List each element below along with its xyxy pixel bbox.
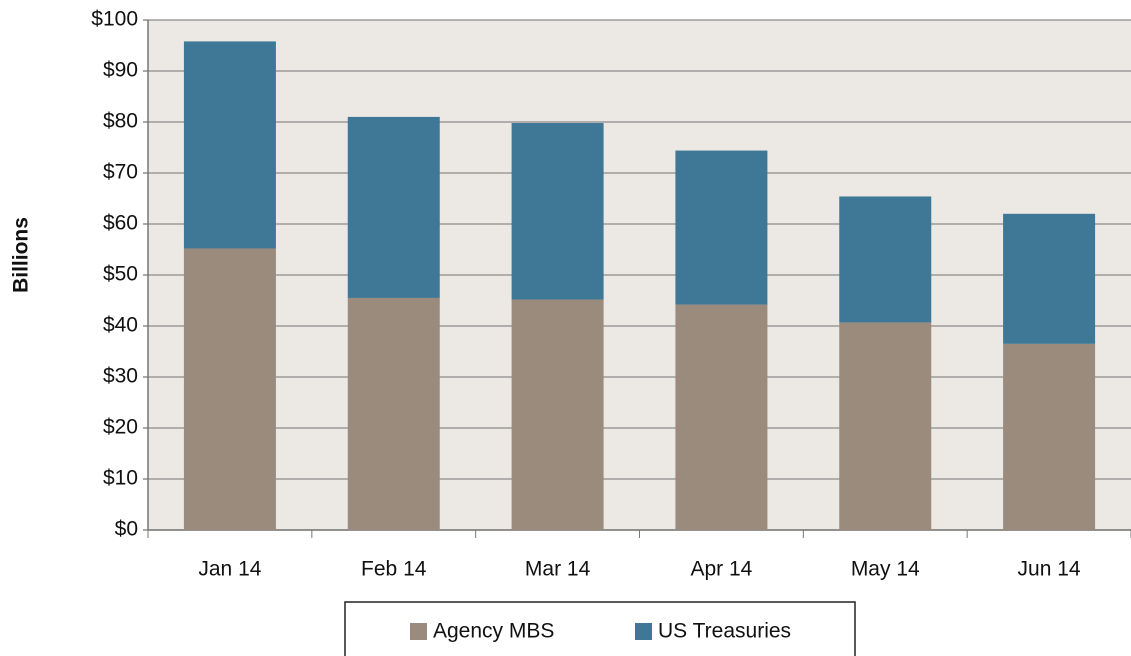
x-tick-label: May 14: [851, 558, 920, 581]
bar: [183, 41, 276, 249]
bar: [511, 299, 604, 530]
y-tick-label: $50: [103, 263, 138, 286]
bar: [347, 297, 440, 530]
x-tick-label: Jun 14: [1018, 558, 1081, 581]
bar: [839, 196, 932, 323]
y-tick-label: $10: [103, 467, 138, 490]
x-tick-label: Jan 14: [198, 558, 261, 581]
bar: [675, 304, 768, 530]
bar: [675, 150, 768, 305]
x-tick-label: Feb 14: [361, 558, 427, 581]
y-tick-label: $70: [103, 161, 138, 184]
y-tick-label: $0: [115, 518, 138, 541]
y-axis-label: Billions: [10, 217, 33, 293]
legend-box: [344, 601, 856, 656]
bar: [839, 322, 932, 530]
y-tick-label: $30: [103, 365, 138, 388]
y-tick-label: $90: [103, 59, 138, 82]
bar: [511, 123, 604, 300]
y-tick-label: $80: [103, 110, 138, 133]
x-tick-label: Apr 14: [690, 558, 752, 581]
legend-label: US Treasuries: [658, 620, 791, 643]
y-tick-label: $60: [103, 212, 138, 235]
bar: [1003, 213, 1096, 344]
y-tick-label: $40: [103, 314, 138, 337]
x-tick-label: Mar 14: [525, 558, 591, 581]
y-tick-label: $20: [103, 416, 138, 439]
legend-swatch: [410, 623, 427, 640]
legend-swatch: [635, 623, 652, 640]
bar: [1003, 343, 1096, 530]
bar: [347, 116, 440, 298]
bar: [183, 248, 276, 531]
legend-label: Agency MBS: [433, 620, 554, 643]
y-tick-label: $100: [91, 8, 138, 31]
